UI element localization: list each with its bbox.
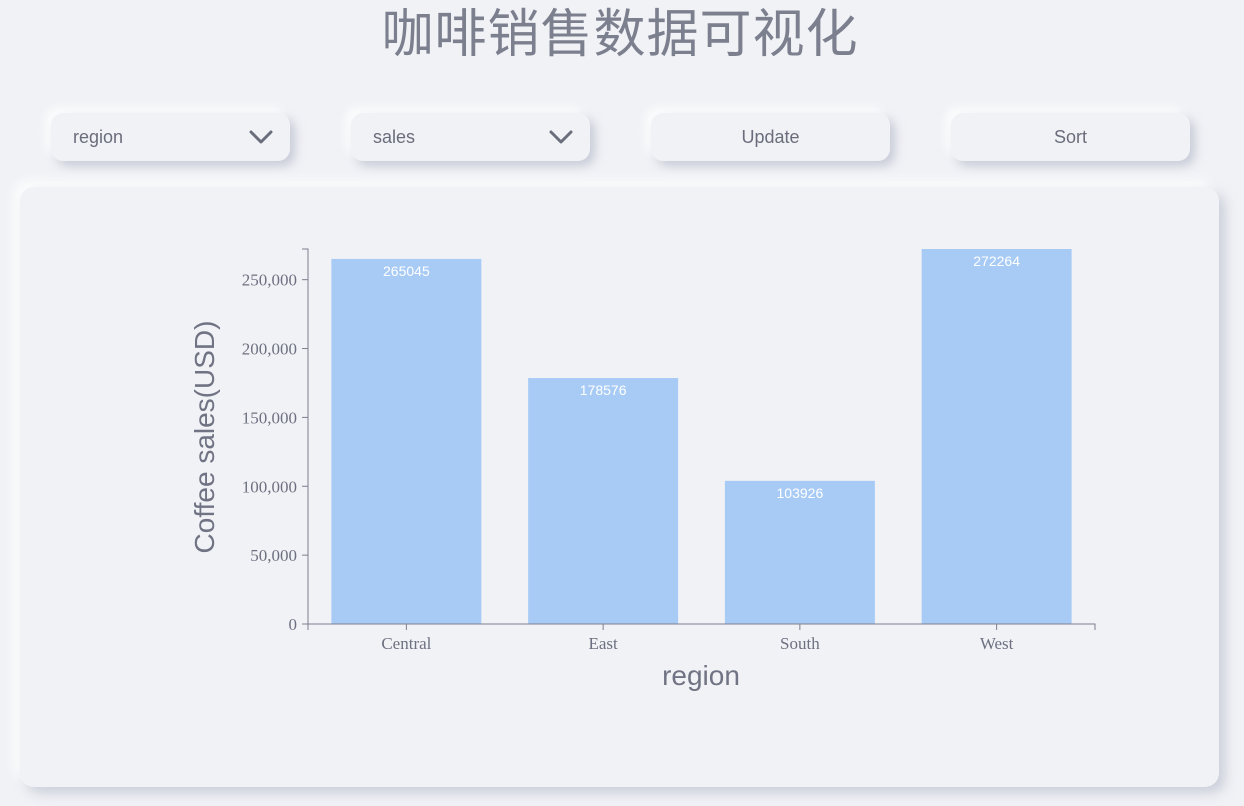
- chevron-down-icon: [549, 130, 573, 144]
- x-axis-select-value: region: [73, 127, 124, 147]
- x-tick-label: East: [588, 634, 618, 653]
- update-button[interactable]: Update: [651, 113, 890, 161]
- y-tick-label: 150,000: [242, 408, 297, 427]
- y-tick-label: 50,000: [250, 546, 297, 565]
- y-tick-label: 0: [289, 615, 298, 634]
- y-axis-title: Coffee sales(USD): [189, 321, 220, 554]
- bar-central: [331, 258, 482, 624]
- page-title: 咖啡销售数据可视化: [381, 5, 859, 65]
- x-axis-line: [307, 623, 1096, 630]
- update-button-label: Update: [741, 127, 800, 147]
- bar-value-label: 272264: [973, 253, 1020, 269]
- x-axis-title: region: [662, 660, 740, 691]
- y-tick-label: 100,000: [242, 477, 297, 496]
- y-axis-line: [302, 248, 309, 625]
- bar-west: [921, 249, 1072, 624]
- chart-card: Central East South West 0 50,000 100,000 150,00…: [20, 187, 1219, 787]
- x-tick-label: West: [980, 634, 1014, 653]
- chevron-down-icon: [249, 130, 273, 144]
- x-tick-label: South: [780, 634, 820, 653]
- bar-chart: Central East South West 0 50,000 100,000 150,00…: [189, 248, 1096, 691]
- sort-button[interactable]: Sort: [951, 113, 1190, 161]
- bar-value-label: 265045: [383, 263, 430, 279]
- bar-value-label: 178576: [580, 382, 627, 398]
- y-axis-select-value: sales: [373, 127, 416, 147]
- sort-button-label: Sort: [1053, 127, 1087, 147]
- bar-east: [528, 378, 679, 624]
- y-tick-label: 250,000: [242, 271, 297, 290]
- bar-value-label: 103926: [777, 485, 824, 501]
- x-tick-label: Central: [381, 634, 431, 653]
- x-axis-select[interactable]: region: [51, 113, 290, 161]
- y-tick-label: 200,000: [242, 340, 297, 359]
- y-axis-select[interactable]: sales: [351, 113, 590, 161]
- bar-south: [724, 480, 875, 624]
